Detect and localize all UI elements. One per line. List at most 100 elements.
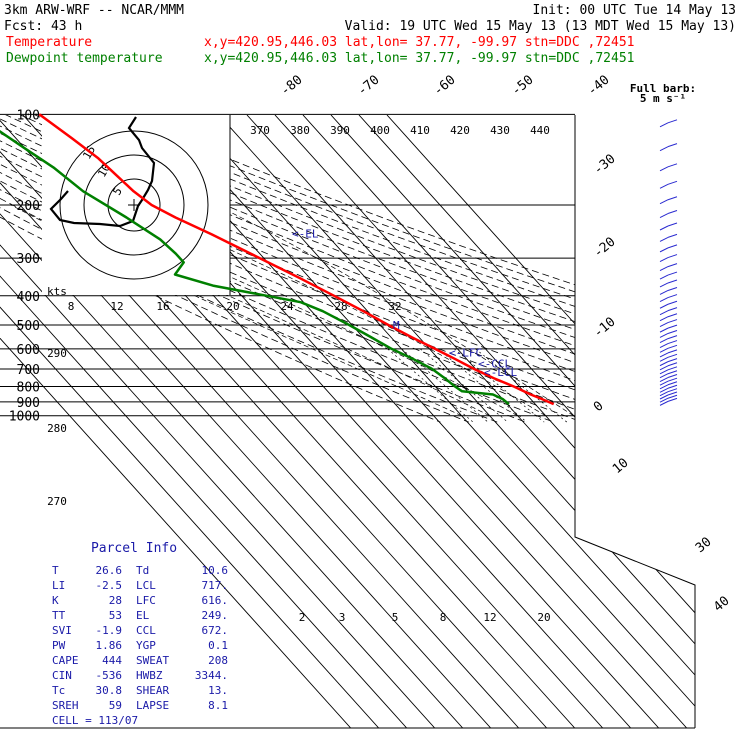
wind-barb-flag — [667, 362, 678, 367]
parcel-info-title: Parcel Info — [91, 541, 177, 556]
parcel-value: 616. — [202, 594, 229, 607]
wind-barb-staff — [659, 199, 669, 205]
isotherm-tick-label: -10 — [591, 314, 619, 341]
isotherm-tick-label: 30 — [693, 535, 715, 557]
pressure-tick-label: 100 — [17, 108, 40, 123]
moist-adiabat-label: 270 — [47, 495, 67, 508]
wind-barb-flag — [667, 222, 678, 227]
valid-time: Valid: 19 UTC Wed 15 May 13 (13 MDT Wed … — [345, 19, 736, 34]
parcel-value: 59 — [109, 699, 122, 712]
hodograph-unit-label: kts — [47, 285, 67, 298]
wind-barb-staff — [659, 347, 669, 353]
sounding-profiles — [0, 113, 555, 406]
pressure-tick-label: 200 — [17, 199, 40, 214]
wind-barb-flag — [667, 381, 678, 386]
dry-adiabat-line — [0, 115, 469, 423]
isotherm-tick-label: 10 — [610, 456, 632, 478]
mixing-ratio-label: 2 — [299, 611, 306, 624]
hodograph-ring-label: 10 — [95, 162, 113, 180]
parcel-key: HWBZ — [136, 669, 163, 682]
pressure-tick-label: 300 — [17, 252, 40, 267]
mixing-ratio-label: 12 — [483, 611, 496, 624]
mixing-ratio-label: 5 — [392, 611, 399, 624]
wind-barb-flag — [667, 329, 678, 334]
wind-barb-staff — [659, 303, 669, 309]
wind-barb-flag — [667, 397, 678, 402]
wind-barb-staff — [659, 352, 669, 358]
wind-barb-flag — [667, 353, 678, 358]
speed-scale-label: 8 — [68, 300, 75, 313]
parcel-value: 3344. — [195, 669, 228, 682]
wind-barb-staff — [659, 282, 669, 288]
wind-barb-flag — [667, 254, 678, 259]
parcel-key: Td — [136, 564, 149, 577]
forecast-hour: Fcst: 43 h — [4, 19, 82, 34]
isotherm-tick-label: -30 — [591, 151, 619, 178]
level-annotation: <-EL — [292, 228, 319, 241]
wind-barb-flag — [667, 388, 678, 393]
wind-barb-staff — [659, 297, 669, 302]
mixing-ratio-line — [437, 348, 528, 423]
dry-adiabat-line — [0, 115, 555, 423]
isotherm-line — [302, 115, 695, 728]
speed-scale-label: 16 — [156, 300, 169, 313]
wind-barb-staff — [659, 122, 669, 128]
wind-barb-flag — [667, 366, 678, 371]
wind-barb-staff — [659, 290, 669, 295]
wind-barb-flag — [667, 263, 678, 268]
parcel-cell: CELL = 113/07 — [52, 714, 138, 727]
level-annotations: <-EL <-LFC<-CCL<-LCL M — [292, 228, 517, 379]
isotherm-tick-label: -40 — [585, 72, 613, 99]
isotherm-line — [0, 115, 464, 728]
wind-barb-flag — [667, 319, 678, 324]
parcel-info-box: Parcel Info T 26.6 Td 10.6 LI -2.5 LCL 717. K 28 LF… — [52, 541, 228, 727]
isotherm-line — [330, 115, 695, 728]
parcel-key: TT — [52, 609, 66, 622]
wind-barb-flag — [667, 279, 678, 284]
wind-barb-staff — [659, 369, 669, 375]
parcel-key: SVI — [52, 624, 72, 637]
dry-adiabat-line — [120, 115, 695, 423]
moist-adiabat-label: 280 — [47, 422, 67, 435]
isotherm-tick-label: 40 — [711, 594, 733, 616]
mixing-ratio-label: 8 — [440, 611, 447, 624]
profile-line-dewpoint — [0, 129, 510, 406]
wind-barb-staff — [659, 225, 669, 231]
theta-tick-label: 430 — [490, 124, 510, 137]
wind-barb-flag — [667, 335, 678, 340]
parcel-key: LFC — [136, 594, 156, 607]
wind-barb-staff — [659, 257, 669, 263]
wind-barb-flag — [667, 374, 678, 378]
wind-barb-staff — [659, 394, 669, 400]
dewpoint-location: x,y=420.95,446.03 lat,lon= 37.77, -99.97… — [204, 51, 634, 66]
parcel-key: CCL — [136, 624, 156, 637]
barb-scale-label: Full barb: — [630, 82, 696, 95]
pressure-tick-label: 1000 — [9, 410, 40, 425]
wind-barb-flag — [667, 294, 678, 299]
parcel-value: 1.86 — [96, 639, 123, 652]
wind-barb-flag — [667, 163, 678, 168]
wind-barb-staff — [659, 322, 669, 328]
theta-tick-label: 420 — [450, 124, 470, 137]
parcel-key: CIN — [52, 669, 72, 682]
wind-barb-staff — [659, 247, 669, 253]
wind-barb-staff — [659, 400, 669, 406]
wind-barb-staff — [659, 166, 669, 172]
speed-scale-label: 28 — [334, 300, 347, 313]
pressure-tick-label: 800 — [17, 381, 40, 396]
wind-barb-staff — [659, 377, 669, 382]
wind-barb-flag — [667, 244, 678, 249]
pressure-tick-label: 900 — [17, 396, 40, 411]
parcel-key: LAPSE — [136, 699, 169, 712]
parcel-key: LI — [52, 579, 65, 592]
wind-barb-flag — [667, 210, 678, 215]
parcel-value: -536 — [96, 669, 123, 682]
barb-scale-unit: 5 m s⁻¹ — [640, 92, 686, 105]
isotherm-line — [358, 115, 695, 728]
isotherm-line — [0, 115, 492, 728]
parcel-value: 717. — [202, 579, 229, 592]
parcel-value: 208 — [208, 654, 228, 667]
wind-barb-flag — [667, 313, 678, 318]
wind-barb-staff — [659, 365, 669, 371]
